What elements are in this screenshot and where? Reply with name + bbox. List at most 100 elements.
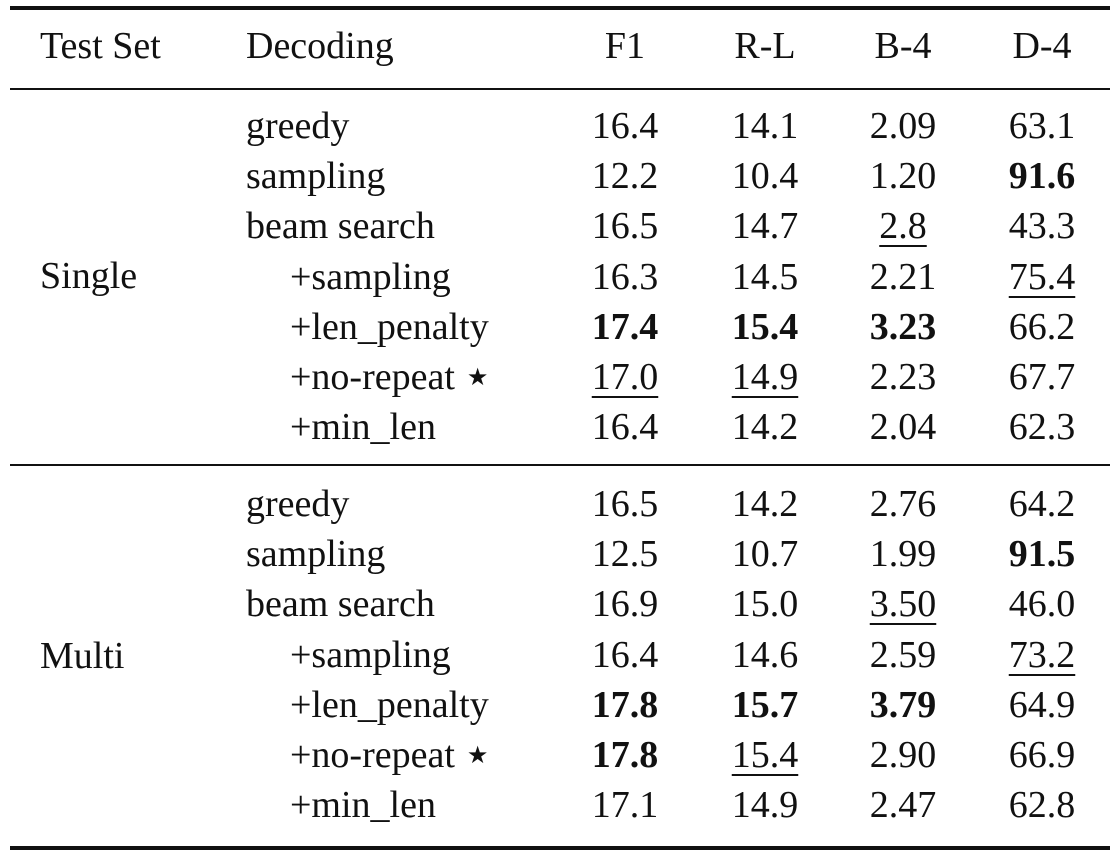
decoding-cell: +len_penalty (290, 302, 489, 352)
cell-f1: 16.3 (570, 252, 680, 302)
cell-rl: 10.4 (710, 151, 820, 201)
decoding-label: +min_len (290, 784, 436, 826)
cell-d4: 64.2 (987, 479, 1097, 529)
decoding-label: greedy (246, 483, 350, 525)
top-rule (10, 6, 1110, 10)
decoding-label: +no-repeat (290, 356, 455, 398)
cell-b4-value: 3.23 (869, 306, 937, 348)
cell-f1-value: 17.1 (591, 784, 659, 826)
cell-b4-value: 2.8 (879, 205, 927, 247)
cell-rl: 14.9 (710, 352, 820, 402)
cell-d4: 63.1 (987, 101, 1097, 151)
header-d4: D-4 (1012, 25, 1072, 67)
decoding-label: +len_penalty (290, 306, 489, 348)
cell-b4-value: 2.04 (869, 406, 937, 448)
cell-b4-value: 1.20 (869, 155, 937, 197)
cell-d4: 66.2 (987, 302, 1097, 352)
cell-rl-value: 15.4 (731, 306, 799, 348)
decoding-cell: +len_penalty (290, 680, 489, 730)
cell-f1: 12.5 (570, 529, 680, 579)
decoding-cell: +sampling (290, 630, 451, 680)
cell-b4: 2.8 (848, 201, 958, 251)
decoding-cell: sampling (246, 529, 385, 579)
cell-rl-value: 14.7 (731, 205, 799, 247)
cell-rl-value: 14.9 (731, 784, 799, 826)
cell-d4: 62.8 (987, 780, 1097, 830)
decoding-label: +min_len (290, 406, 436, 448)
cell-f1: 12.2 (570, 151, 680, 201)
cell-rl: 10.7 (710, 529, 820, 579)
cell-f1: 16.9 (570, 579, 680, 629)
cell-d4: 43.3 (987, 201, 1097, 251)
cell-f1: 17.8 (570, 730, 680, 780)
cell-d4-value: 62.3 (1008, 406, 1076, 448)
decoding-label: beam search (246, 583, 435, 625)
header-rl: R-L (734, 25, 796, 67)
decoding-cell: +no-repeat ★ (290, 352, 488, 403)
star-icon: ★ (466, 365, 489, 391)
decoding-cell: beam search (246, 201, 435, 251)
cell-rl-value: 15.4 (731, 734, 799, 776)
header-rule (10, 88, 1110, 90)
cell-rl: 14.2 (710, 479, 820, 529)
decoding-label: beam search (246, 205, 435, 247)
cell-b4: 2.90 (848, 730, 958, 780)
cell-rl-value: 14.6 (731, 634, 799, 676)
cell-f1-value: 17.4 (591, 306, 659, 348)
cell-b4-value: 3.50 (869, 583, 937, 625)
cell-f1: 17.1 (570, 780, 680, 830)
cell-b4-value: 2.47 (869, 784, 937, 826)
cell-f1-value: 16.5 (591, 483, 659, 525)
star-icon: ★ (466, 743, 489, 769)
cell-b4-value: 2.21 (869, 256, 937, 298)
cell-d4-value: 73.2 (1008, 634, 1076, 676)
cell-f1-value: 16.4 (591, 105, 659, 147)
cell-b4-value: 2.09 (869, 105, 937, 147)
decoding-label: +len_penalty (290, 684, 489, 726)
cell-d4-value: 91.5 (1008, 533, 1076, 575)
cell-f1-value: 12.2 (591, 155, 659, 197)
cell-d4-value: 66.9 (1008, 734, 1076, 776)
decoding-cell: +min_len (290, 402, 436, 452)
cell-f1: 16.5 (570, 201, 680, 251)
cell-rl: 15.4 (710, 730, 820, 780)
cell-f1: 16.5 (570, 479, 680, 529)
cell-d4-value: 43.3 (1008, 205, 1076, 247)
cell-b4: 3.79 (848, 680, 958, 730)
cell-rl: 14.2 (710, 402, 820, 452)
cell-rl: 14.1 (710, 101, 820, 151)
cell-f1-value: 17.8 (591, 684, 659, 726)
cell-rl: 14.6 (710, 630, 820, 680)
cell-b4-value: 2.59 (869, 634, 937, 676)
cell-d4: 62.3 (987, 402, 1097, 452)
cell-rl-value: 10.7 (731, 533, 799, 575)
cell-d4: 66.9 (987, 730, 1097, 780)
cell-d4: 46.0 (987, 579, 1097, 629)
decoding-cell: greedy (246, 101, 349, 151)
cell-d4-value: 91.6 (1008, 155, 1076, 197)
decoding-cell: +no-repeat ★ (290, 730, 488, 781)
cell-d4: 91.6 (987, 151, 1097, 201)
cell-b4: 2.23 (848, 352, 958, 402)
cell-f1-value: 16.4 (591, 634, 659, 676)
cell-rl-value: 10.4 (731, 155, 799, 197)
cell-b4: 1.20 (848, 151, 958, 201)
cell-rl-value: 15.0 (731, 583, 799, 625)
cell-f1-value: 16.3 (591, 256, 659, 298)
decoding-label: greedy (246, 105, 350, 147)
cell-rl-value: 15.7 (731, 684, 799, 726)
cell-d4: 67.7 (987, 352, 1097, 402)
cell-b4: 1.99 (848, 529, 958, 579)
group-label-single: Single (40, 255, 138, 297)
decoding-cell: sampling (246, 151, 385, 201)
cell-f1: 16.4 (570, 630, 680, 680)
cell-f1-value: 17.8 (591, 734, 659, 776)
cell-rl-value: 14.2 (731, 483, 799, 525)
cell-b4-value: 2.90 (869, 734, 937, 776)
cell-b4: 3.23 (848, 302, 958, 352)
cell-f1-value: 16.5 (591, 205, 659, 247)
decoding-cell: +min_len (290, 780, 436, 830)
group-label-multi: Multi (40, 635, 125, 677)
cell-f1-value: 16.9 (591, 583, 659, 625)
cell-d4-value: 62.8 (1008, 784, 1076, 826)
